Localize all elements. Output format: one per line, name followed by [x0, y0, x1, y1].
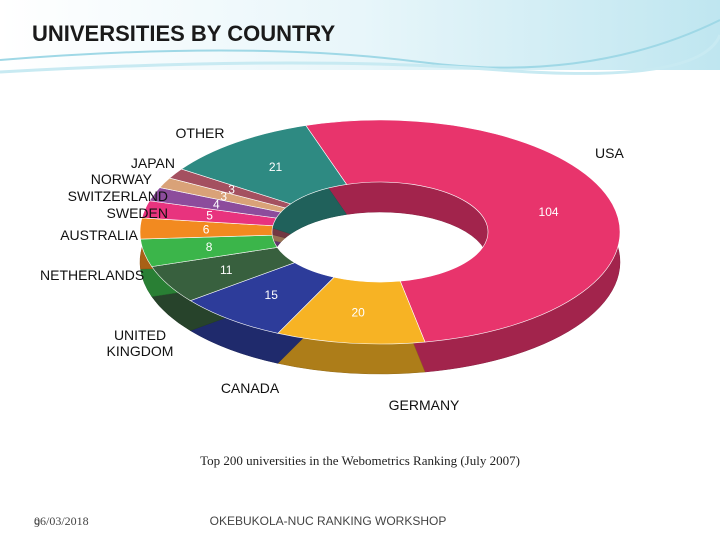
- footer: OKEBUKOLA-NUC RANKING WORKSHOP: [210, 514, 447, 528]
- category-label: USA: [595, 145, 624, 161]
- value-label: 8: [206, 240, 213, 254]
- value-label: 21: [269, 160, 283, 174]
- category-label: NORWAY: [90, 171, 152, 187]
- value-label: 15: [265, 288, 279, 302]
- caption: Top 200 universities in the Webometrics …: [200, 453, 520, 468]
- category-label: GERMANY: [388, 397, 460, 413]
- category-label: SWITZERLAND: [67, 188, 168, 204]
- header-swirl: [0, 34, 720, 75]
- slide-date: 06/03/2018: [34, 514, 89, 528]
- chart-title: UNIVERSITIES BY COUNTRY: [32, 21, 335, 46]
- category-label: JAPAN: [130, 155, 175, 171]
- value-label: 104: [539, 205, 559, 219]
- category-label: SWEDEN: [106, 205, 168, 221]
- value-label: 4: [213, 198, 220, 212]
- category-label: CANADA: [220, 380, 280, 396]
- value-label: 3: [220, 189, 227, 203]
- header-swirl: [0, 19, 720, 69]
- value-label: 3: [228, 183, 235, 197]
- value-label: 6: [203, 222, 210, 236]
- category-label: AUSTRALIA: [60, 227, 138, 243]
- value-label: 20: [352, 305, 366, 319]
- value-label: 11: [220, 263, 233, 277]
- value-label: 5: [206, 209, 213, 223]
- category-label: UNITED KINGDOM: [106, 327, 174, 359]
- category-label: NETHERLANDS: [40, 267, 145, 283]
- segment: [180, 125, 348, 205]
- segment: [305, 119, 621, 343]
- slide-number: 9: [34, 516, 40, 530]
- category-label: OTHER: [175, 125, 225, 141]
